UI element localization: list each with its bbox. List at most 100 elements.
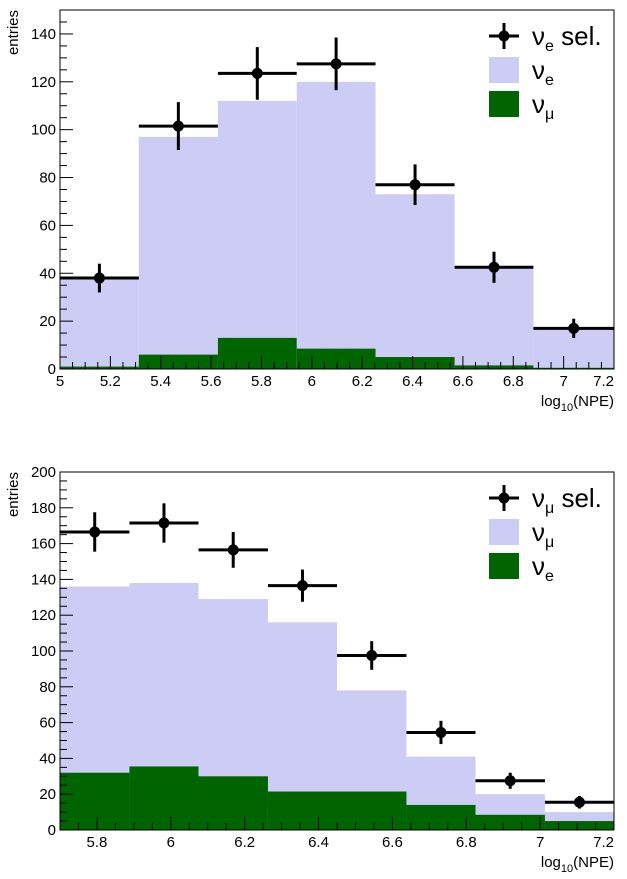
legend-entry-background: νμ bbox=[489, 89, 554, 123]
point-marker bbox=[568, 322, 580, 334]
data-point bbox=[337, 641, 407, 670]
x-tick-label: 5.8 bbox=[251, 373, 272, 390]
point-marker bbox=[251, 67, 263, 79]
legend-swatch bbox=[489, 57, 519, 83]
y-tick-label: 120 bbox=[31, 607, 56, 624]
legend-label: νμ bbox=[532, 517, 554, 551]
point-marker bbox=[435, 726, 447, 738]
y-tick-label: 120 bbox=[31, 74, 56, 91]
x-tick-label: 5.6 bbox=[201, 373, 222, 390]
point-marker bbox=[409, 179, 421, 191]
legend-label: νe bbox=[532, 55, 554, 89]
data-point bbox=[217, 47, 297, 100]
background-bar bbox=[129, 766, 199, 830]
point-marker bbox=[330, 58, 342, 70]
legend-label: νμ sel. bbox=[532, 483, 602, 517]
x-tick-label: 6.8 bbox=[456, 834, 477, 851]
background-bar bbox=[60, 366, 139, 369]
data-point bbox=[406, 720, 476, 745]
x-tick-label: 6.2 bbox=[352, 373, 373, 390]
data-point bbox=[454, 251, 534, 283]
x-tick-label: 6.2 bbox=[234, 834, 255, 851]
background-bar bbox=[375, 357, 455, 369]
point-marker bbox=[573, 796, 585, 808]
x-tick-label: 5 bbox=[56, 373, 64, 390]
background-bar bbox=[544, 821, 614, 830]
data-point bbox=[198, 531, 268, 568]
y-tick-label: 20 bbox=[39, 786, 56, 803]
y-axis-label: entries bbox=[5, 10, 22, 55]
legend-swatch bbox=[489, 519, 519, 545]
x-tick-label: 7 bbox=[536, 834, 544, 851]
y-tick-label: 140 bbox=[31, 26, 56, 43]
legend-marker-dot bbox=[498, 492, 510, 504]
y-tick-label: 140 bbox=[31, 571, 56, 588]
x-tick-label: 5.4 bbox=[150, 373, 171, 390]
chart-panel-1: 0 20 40 60 80 100 120 140 5 5.2 5.4 5.6 5.8 6 6.2 6.4 6.… bbox=[5, 9, 615, 414]
y-tick-label: 100 bbox=[31, 643, 56, 660]
point-marker bbox=[158, 517, 170, 529]
point-marker bbox=[488, 261, 500, 273]
y-tick-label: 180 bbox=[31, 500, 56, 517]
signal-bar bbox=[296, 81, 376, 370]
point-marker bbox=[227, 544, 239, 556]
y-tick-label: 60 bbox=[39, 217, 56, 234]
legend-label: νe bbox=[532, 551, 554, 585]
background-bar bbox=[337, 791, 407, 830]
point-marker bbox=[366, 649, 378, 661]
data-point bbox=[138, 102, 218, 151]
legend-entry-background: νe bbox=[489, 551, 554, 585]
y-tick-label: 0 bbox=[48, 361, 56, 378]
y-tick-label: 0 bbox=[48, 822, 56, 839]
data-point bbox=[60, 263, 139, 293]
legend-label: νe sel. bbox=[532, 21, 602, 55]
background-bar bbox=[454, 365, 534, 369]
point-marker bbox=[296, 580, 308, 592]
x-tick-label: 6.8 bbox=[503, 373, 524, 390]
x-tick-label: 6.6 bbox=[452, 373, 473, 390]
data-point bbox=[544, 795, 614, 809]
legend-entry-points: νμ sel. bbox=[489, 483, 602, 517]
data-point bbox=[533, 318, 614, 338]
point-marker bbox=[89, 526, 101, 538]
x-tick-label: 6 bbox=[308, 373, 316, 390]
x-tick-label: 5.8 bbox=[87, 834, 108, 851]
x-tick-label: 6 bbox=[167, 834, 175, 851]
x-tick-label: 7.2 bbox=[593, 834, 614, 851]
y-tick-label: 200 bbox=[31, 464, 56, 481]
legend-label: νμ bbox=[532, 89, 554, 123]
data-point bbox=[475, 772, 545, 789]
background-bar bbox=[138, 354, 218, 369]
y-tick-label: 40 bbox=[39, 750, 56, 767]
background-bar bbox=[60, 772, 130, 830]
data-point bbox=[267, 569, 337, 602]
legend-entry-points: νe sel. bbox=[489, 21, 602, 55]
data-point bbox=[375, 164, 455, 206]
x-axis-label: log10(NPE) bbox=[541, 393, 614, 414]
data-point bbox=[129, 503, 199, 543]
signal-bar bbox=[60, 278, 139, 369]
y-tick-label: 60 bbox=[39, 715, 56, 732]
x-tick-label: 7 bbox=[559, 373, 567, 390]
legend-entry-signal: νe bbox=[489, 55, 554, 89]
data-point bbox=[60, 512, 130, 552]
legend-swatch bbox=[489, 553, 519, 579]
x-tick-label: 6.6 bbox=[382, 834, 403, 851]
y-tick-label: 40 bbox=[39, 265, 56, 282]
background-bar bbox=[533, 367, 614, 369]
x-axis-label: log10(NPE) bbox=[541, 854, 614, 875]
signal-bar bbox=[375, 194, 455, 369]
signal-bar bbox=[454, 268, 534, 369]
background-bar bbox=[296, 348, 376, 369]
y-tick-label: 80 bbox=[39, 679, 56, 696]
y-axis-label: entries bbox=[5, 472, 22, 517]
legend-marker-dot bbox=[498, 30, 510, 42]
y-tick-label: 20 bbox=[39, 313, 56, 330]
legend-entry-signal: νμ bbox=[489, 517, 554, 551]
x-tick-label: 5.2 bbox=[100, 373, 121, 390]
y-tick-label: 80 bbox=[39, 170, 56, 187]
x-tick-label: 7.2 bbox=[593, 373, 614, 390]
y-tick-label: 160 bbox=[31, 536, 56, 553]
background-bar bbox=[217, 337, 297, 369]
